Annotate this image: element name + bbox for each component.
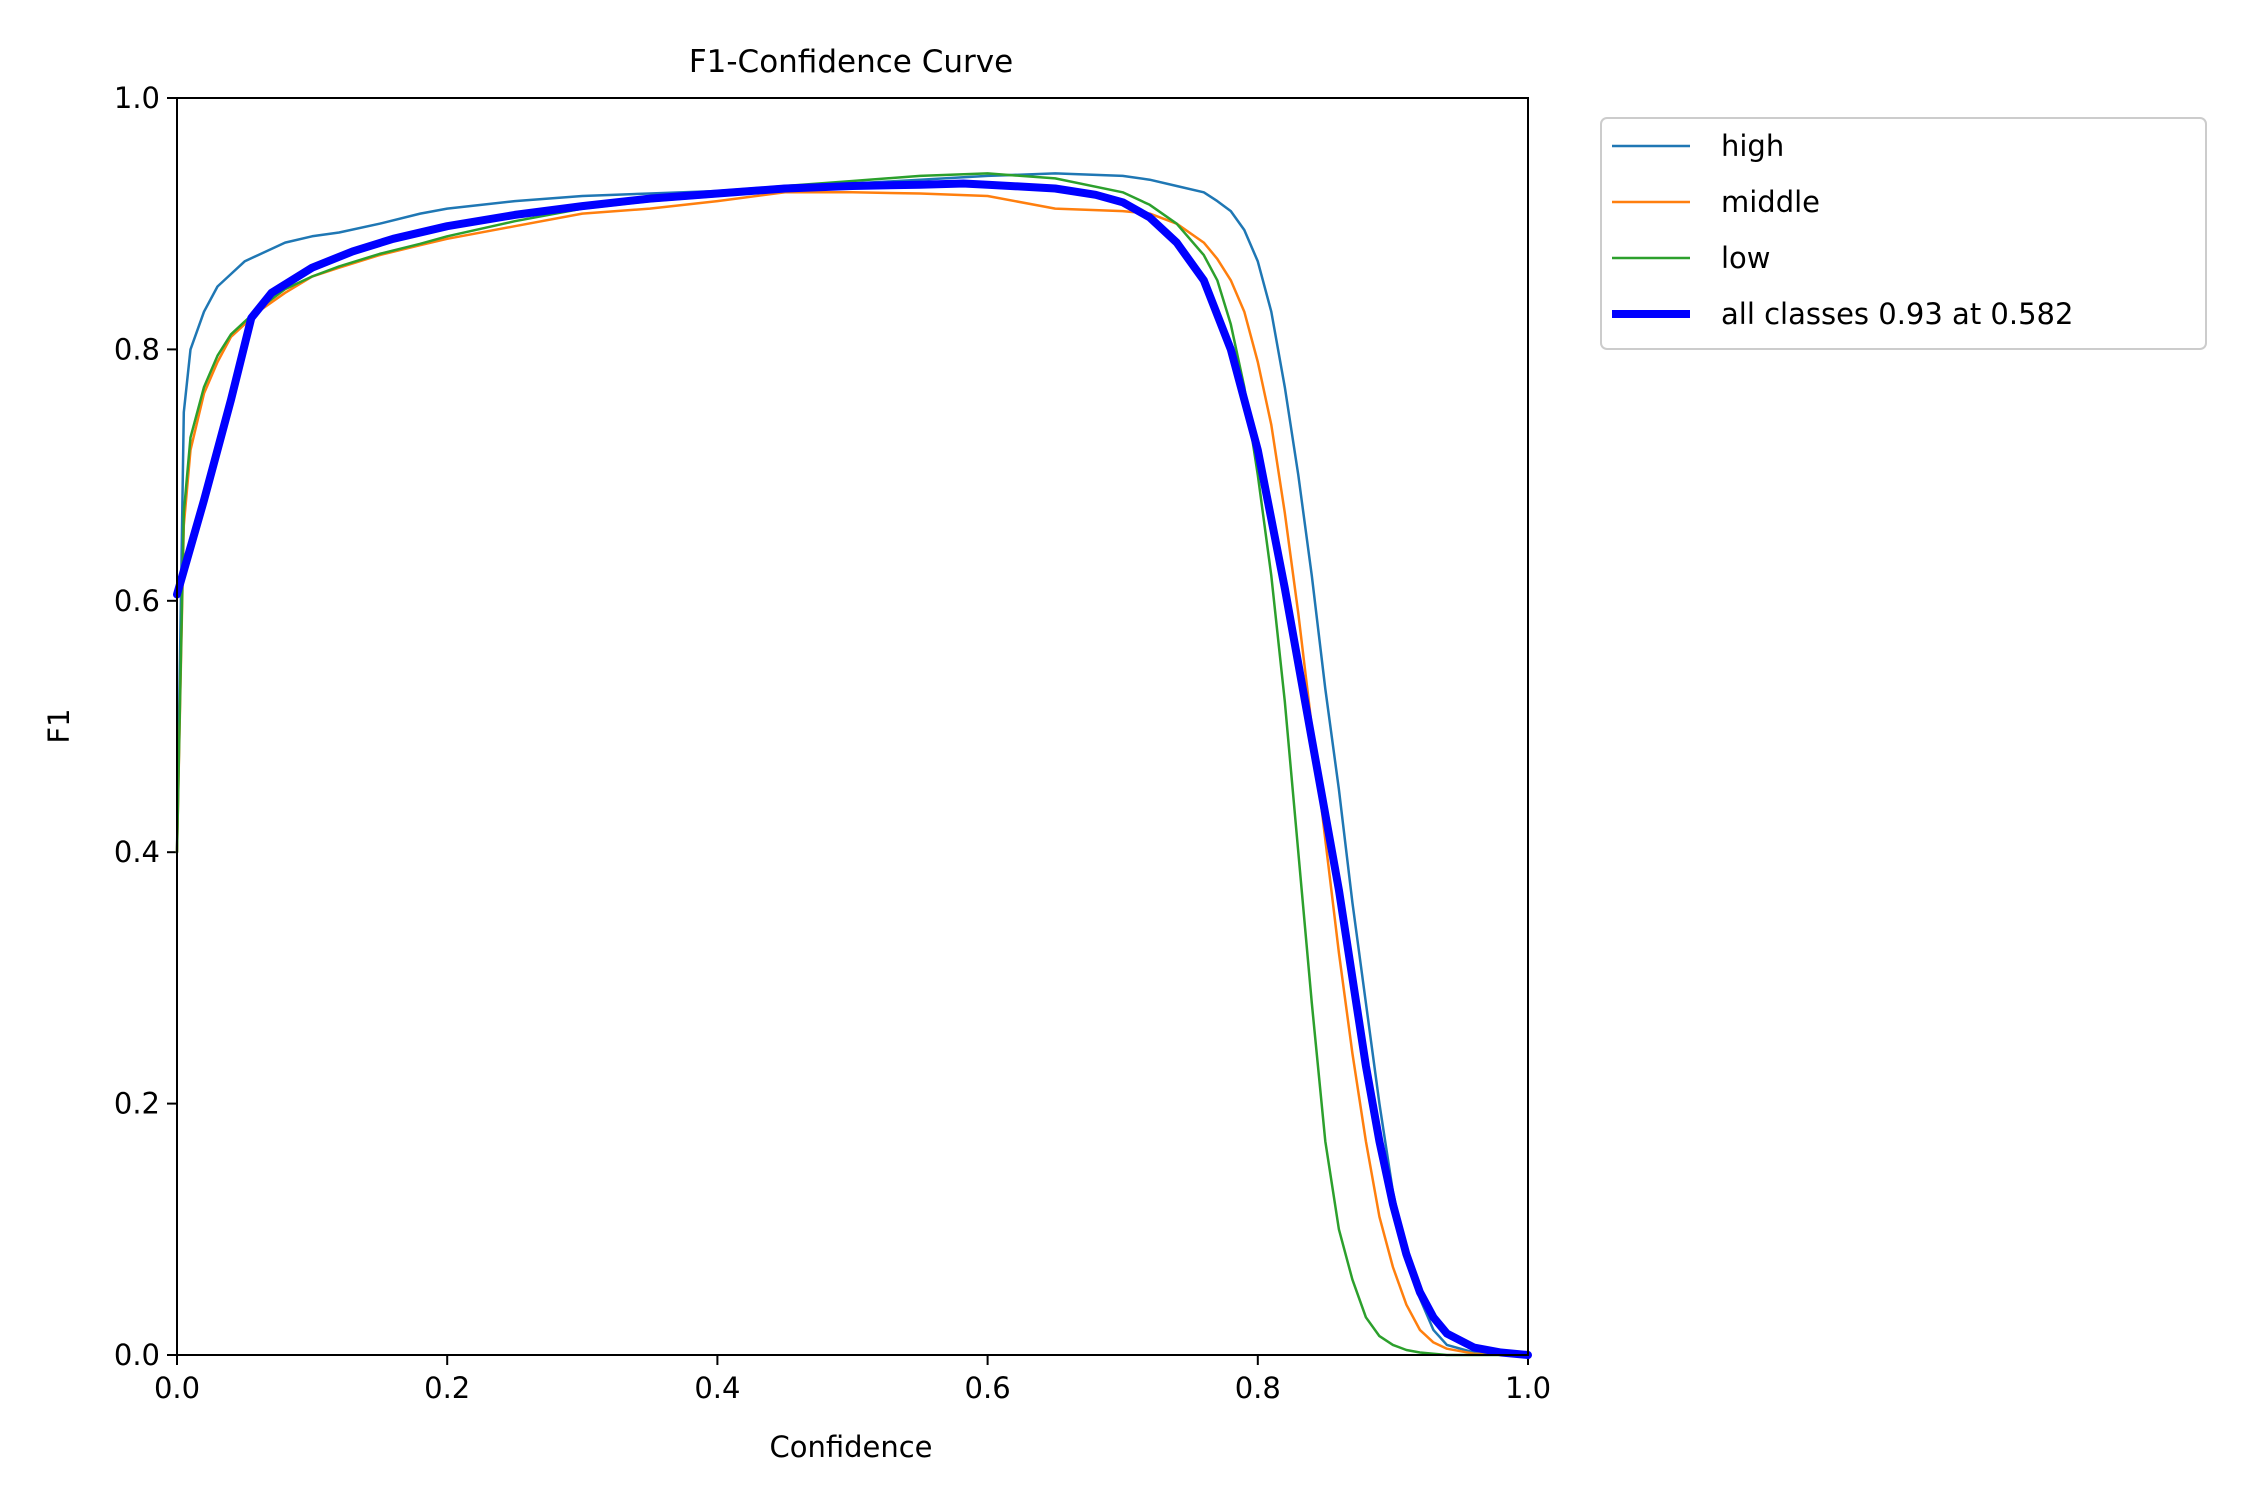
plot-area-series <box>173 172 1532 1359</box>
y-tick-label: 0.0 <box>114 1338 160 1372</box>
series-line-low <box>175 172 1530 1357</box>
x-tick-label: 0.6 <box>965 1371 1011 1405</box>
legend-label: low <box>1721 241 1771 275</box>
legend: high middle low all classes 0.93 at 0.582 <box>1600 117 2207 350</box>
series-line-high <box>175 172 1530 1357</box>
y-tick-label: 0.6 <box>114 584 160 618</box>
legend-label: high <box>1721 129 1784 163</box>
x-tick-label: 0.2 <box>424 1371 470 1405</box>
legend-label: middle <box>1721 185 1820 219</box>
x-tick-label: 1.0 <box>1505 1371 1551 1405</box>
plot-frame <box>176 97 1529 1356</box>
y-tick-label: 0.4 <box>114 835 160 869</box>
legend-box <box>1600 117 2207 350</box>
x-tick-label: 0.0 <box>154 1371 200 1405</box>
y-tick-label: 1.0 <box>114 81 160 115</box>
x-tick-label: 0.8 <box>1235 1371 1281 1405</box>
series-line-all-classes-0-93-at-0-582 <box>173 179 1532 1359</box>
x-tick-label: 0.4 <box>694 1371 740 1405</box>
y-tick-label: 0.8 <box>114 332 160 366</box>
series-line-middle <box>175 191 1530 1357</box>
y-tick-label: 0.2 <box>114 1087 160 1121</box>
chart-title: F1-Confidence Curve <box>689 44 1013 80</box>
x-axis-label: Confidence <box>769 1430 932 1464</box>
y-axis-label: F1 <box>42 708 76 743</box>
legend-label: all classes 0.93 at 0.582 <box>1721 297 2073 331</box>
axis-ticks: 0.0 0.2 0.4 0.6 0.8 1.0 0.0 0.2 0.4 0.6 0.8 1.0 <box>114 81 1551 1405</box>
